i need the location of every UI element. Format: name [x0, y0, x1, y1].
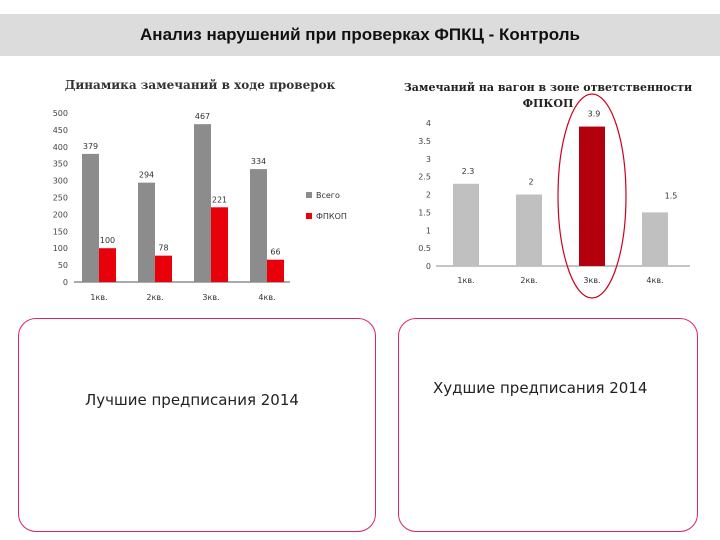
chart1-bar-fpkop-4 — [267, 259, 284, 282]
best-orders-label: Лучшие предписания 2014 — [85, 391, 299, 409]
chart1-xtick-label: 2кв. — [146, 293, 163, 302]
chart2-title-line2: ФПКОП — [523, 97, 574, 110]
chart1-bar-fpkop-1 — [99, 248, 116, 282]
chart2-bar-1 — [453, 183, 479, 266]
chart2-xtick-label: 4кв. — [646, 276, 663, 285]
chart2-highlight-ellipse — [557, 93, 627, 299]
best-orders-box: Лучшие предписания 2014 — [18, 318, 376, 532]
chart1-xtick-label: 3кв. — [202, 293, 219, 302]
chart2-ytick-label: 1.5 — [418, 208, 431, 217]
worst-orders-box: Худшие предписания 2014 — [398, 318, 698, 532]
chart1-bar-fpkop-2 — [155, 255, 172, 282]
worst-orders-label: Худшие предписания 2014 — [433, 379, 648, 397]
chart1-ytick-label: 450 — [53, 126, 68, 135]
chart2-ytick-label: 4 — [426, 119, 431, 128]
chart1-ytick-label: 500 — [53, 109, 68, 118]
chart1-data-label: 66 — [270, 248, 280, 257]
chart2-data-label: 2.3 — [462, 167, 475, 176]
chart1-ytick-label: 300 — [53, 177, 68, 186]
chart2-ytick-label: 2.5 — [418, 173, 431, 182]
chart2-ytick-label: 1 — [426, 226, 431, 235]
chart2-bar-3 — [579, 126, 605, 266]
chart1-bar-total-4 — [250, 169, 267, 282]
chart1-ytick-label: 250 — [53, 194, 68, 203]
chart2-title-line1: Замечаний на вагон в зоне ответственност… — [404, 81, 692, 94]
chart2-xtick-label: 1кв. — [457, 276, 474, 285]
chart2-bar-2 — [516, 194, 542, 266]
chart1-ytick-label: 100 — [53, 244, 68, 253]
chart1-ytick-label: 400 — [53, 143, 68, 152]
chart2-ytick-label: 0 — [426, 262, 431, 271]
chart2-xtick-label: 2кв. — [520, 276, 537, 285]
chart2-data-label: 3.9 — [588, 110, 601, 119]
chart2-bar-4 — [642, 212, 668, 266]
chart1-data-label: 467 — [195, 112, 210, 121]
chart1-data-label: 379 — [83, 142, 98, 151]
chart1-ytick-label: 50 — [58, 261, 68, 270]
chart1-ytick-label: 200 — [53, 210, 68, 219]
chart1-ytick-label: 350 — [53, 160, 68, 169]
chart1-data-label: 334 — [251, 157, 266, 166]
chart2-data-label: 1.5 — [665, 191, 678, 200]
chart1-title: Динамика замечаний в ходе проверок — [65, 78, 336, 92]
chart2-ytick-label: 0.5 — [418, 244, 431, 253]
chart1-bar-fpkop-3 — [211, 207, 228, 282]
chart2-ytick-label: 2 — [426, 191, 431, 200]
chart1-legend-swatch-1 — [306, 192, 312, 198]
chart1-data-label: 78 — [158, 244, 168, 253]
chart1-bar-total-1 — [82, 153, 99, 282]
page-title: Анализ нарушений при проверках ФПКЦ - Ко… — [140, 25, 580, 44]
chart1-xtick-label: 4кв. — [258, 293, 275, 302]
chart2-data-label: 2 — [528, 178, 533, 187]
chart1-legend-label-1: Всего — [316, 191, 340, 200]
chart1-ytick-label: 150 — [53, 227, 68, 236]
chart1-data-label: 100 — [100, 236, 115, 245]
chart2-xtick-label: 3кв. — [583, 276, 600, 285]
chart1-data-label: 294 — [139, 171, 154, 180]
chart2-ytick-label: 3.5 — [418, 137, 431, 146]
chart1-bar-total-2 — [138, 182, 155, 282]
chart1-xtick-label: 1кв. — [90, 293, 107, 302]
chart1-ytick-label: 0 — [63, 278, 68, 287]
chart1-legend-label-2: ФПКОП — [316, 212, 347, 221]
chart1-bar-total-3 — [194, 124, 211, 283]
chart1-data-label: 221 — [212, 195, 227, 204]
chart1-legend-swatch-2 — [306, 213, 312, 219]
header-bar: Анализ нарушений при проверках ФПКЦ - Ко… — [0, 14, 720, 56]
chart2-ytick-label: 3 — [426, 155, 431, 164]
